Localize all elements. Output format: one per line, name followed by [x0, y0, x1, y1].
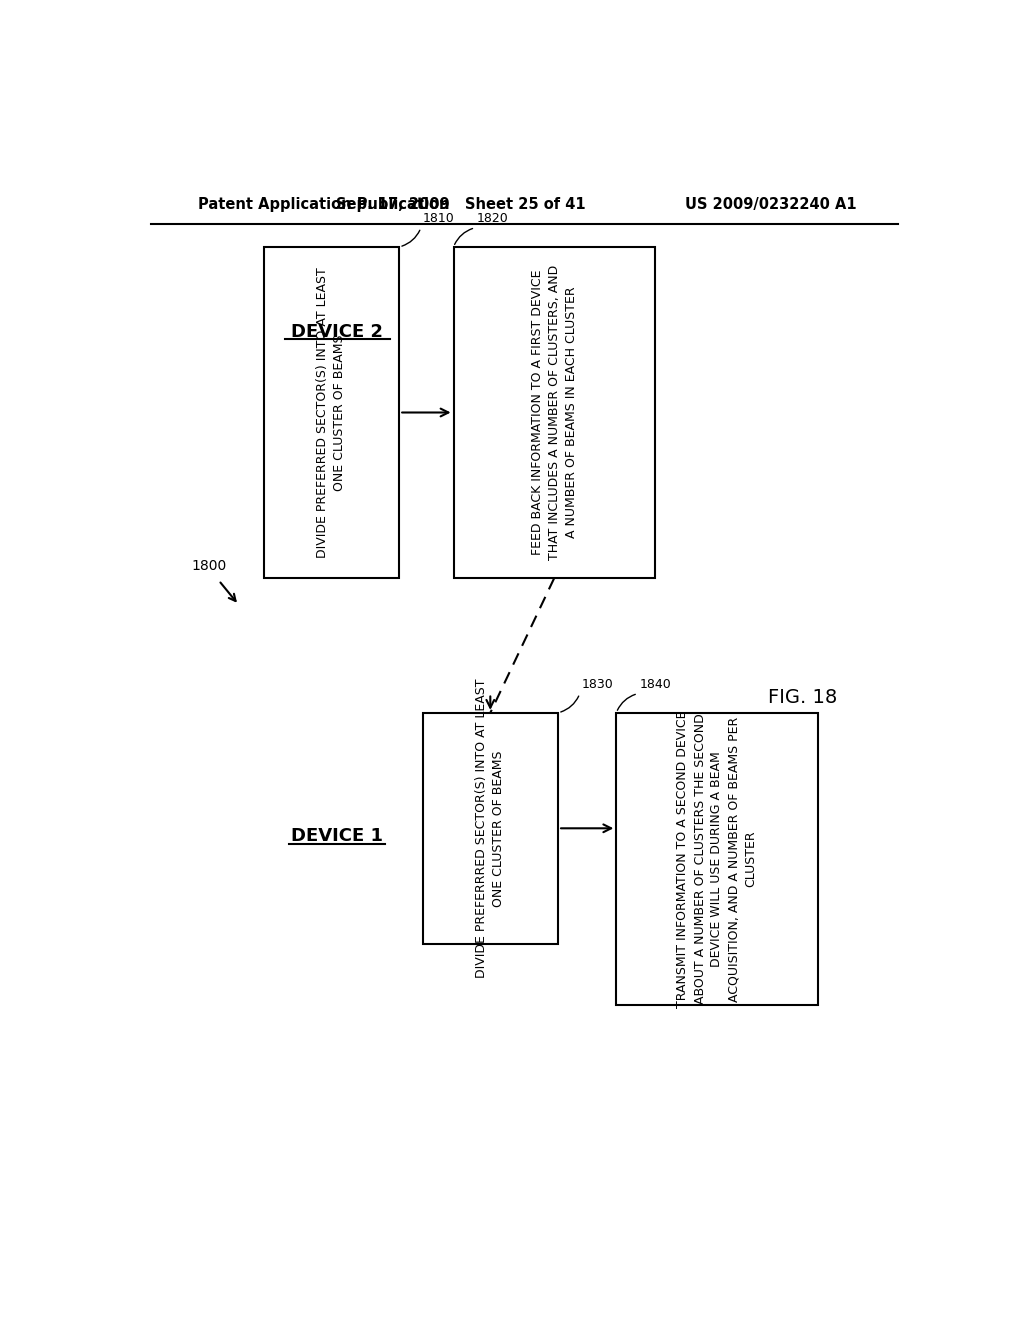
Text: 1810: 1810: [423, 213, 455, 226]
Text: 1840: 1840: [640, 678, 672, 692]
Text: DEVICE 2: DEVICE 2: [291, 322, 383, 341]
Bar: [616, 713, 818, 1006]
Bar: [423, 713, 558, 944]
Text: TRANSMIT INFORMATION TO A SECOND DEVICE
ABOUT A NUMBER OF CLUSTERS THE SECOND
DE: TRANSMIT INFORMATION TO A SECOND DEVICE …: [677, 710, 758, 1008]
Bar: [263, 247, 399, 578]
Text: US 2009/0232240 A1: US 2009/0232240 A1: [685, 197, 856, 213]
Text: DIVIDE PREFERRRED SECTOR(S) INTO AT LEAST
ONE CLUSTER OF BEAMS: DIVIDE PREFERRRED SECTOR(S) INTO AT LEAS…: [475, 678, 505, 978]
Text: Sep. 17, 2009   Sheet 25 of 41: Sep. 17, 2009 Sheet 25 of 41: [337, 197, 586, 213]
Bar: [454, 247, 655, 578]
Text: 1830: 1830: [582, 678, 613, 692]
Text: FIG. 18: FIG. 18: [768, 688, 837, 708]
Text: Patent Application Publication: Patent Application Publication: [198, 197, 450, 213]
Text: FEED BACK INFORMATION TO A FIRST DEVICE
THAT INCLUDES A NUMBER OF CLUSTERS, AND
: FEED BACK INFORMATION TO A FIRST DEVICE …: [530, 265, 578, 560]
Text: DEVICE 1: DEVICE 1: [291, 828, 383, 845]
Text: 1800: 1800: [191, 560, 227, 573]
Text: 1820: 1820: [477, 213, 509, 226]
Text: DIVIDE PREFERRED SECTOR(S) INTO AT LEAST
ONE CLUSTER OF BEAMS: DIVIDE PREFERRED SECTOR(S) INTO AT LEAST…: [316, 267, 346, 558]
